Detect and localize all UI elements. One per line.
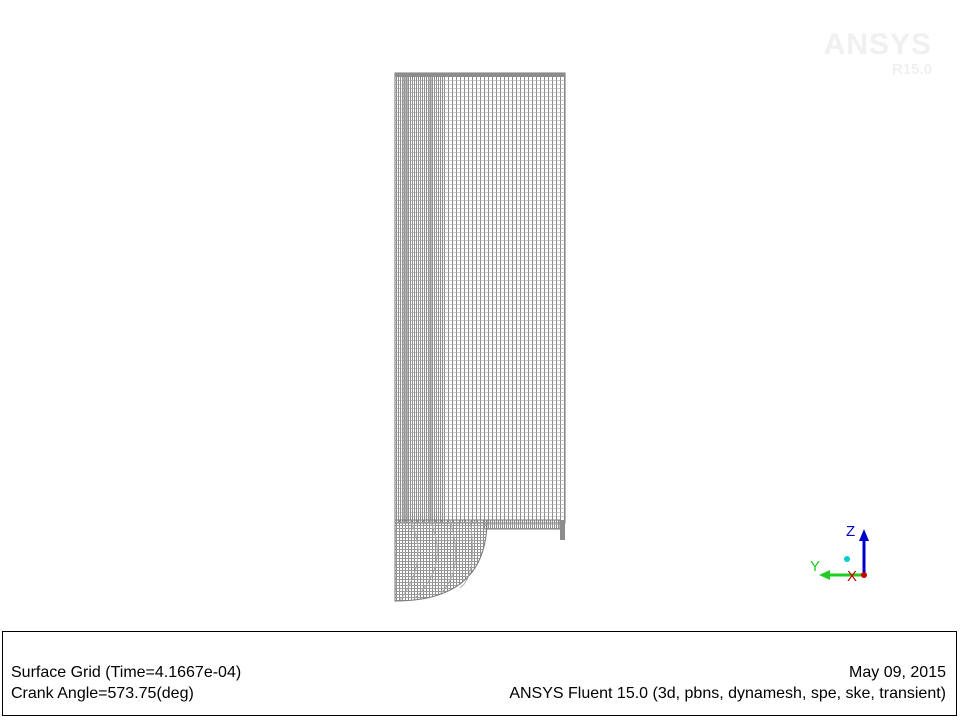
top-edge	[395, 73, 565, 77]
crank-angle-readout: Crank Angle=573.75(deg)	[11, 685, 194, 702]
crevice-tail	[560, 520, 565, 540]
piston-bowl-arcs	[399, 519, 473, 601]
x-axis-label: X	[847, 568, 857, 585]
date-label: May 09, 2015	[849, 664, 946, 681]
axes-triad: Z Y X	[810, 523, 869, 585]
triad-center-dot	[844, 556, 850, 562]
graphics-viewport[interactable]: ANSYS R15.0	[0, 0, 960, 625]
z-axis-label: Z	[846, 523, 855, 540]
watermark-release: R15.0	[891, 61, 932, 78]
crevice-region	[483, 519, 561, 530]
x-axis-dot	[861, 572, 867, 578]
y-axis-label: Y	[810, 558, 820, 575]
z-axis-arrowhead	[859, 529, 869, 541]
boundary-column-mid	[428, 73, 432, 523]
plot-title: Surface Grid (Time=4.1667e-04)	[11, 664, 242, 681]
solver-info: ANSYS Fluent 15.0 (3d, pbns, dynamesh, s…	[509, 685, 946, 702]
piston-bowl-region	[394, 519, 488, 602]
boundary-column-left	[402, 73, 408, 523]
ansys-watermark: ANSYS R15.0	[823, 28, 932, 78]
info-panel: Surface Grid (Time=4.1667e-04) Crank Ang…	[2, 631, 957, 716]
surface-grid-mesh	[394, 72, 566, 602]
watermark-brand: ANSYS	[823, 28, 932, 61]
y-axis-arrowhead	[819, 570, 830, 580]
